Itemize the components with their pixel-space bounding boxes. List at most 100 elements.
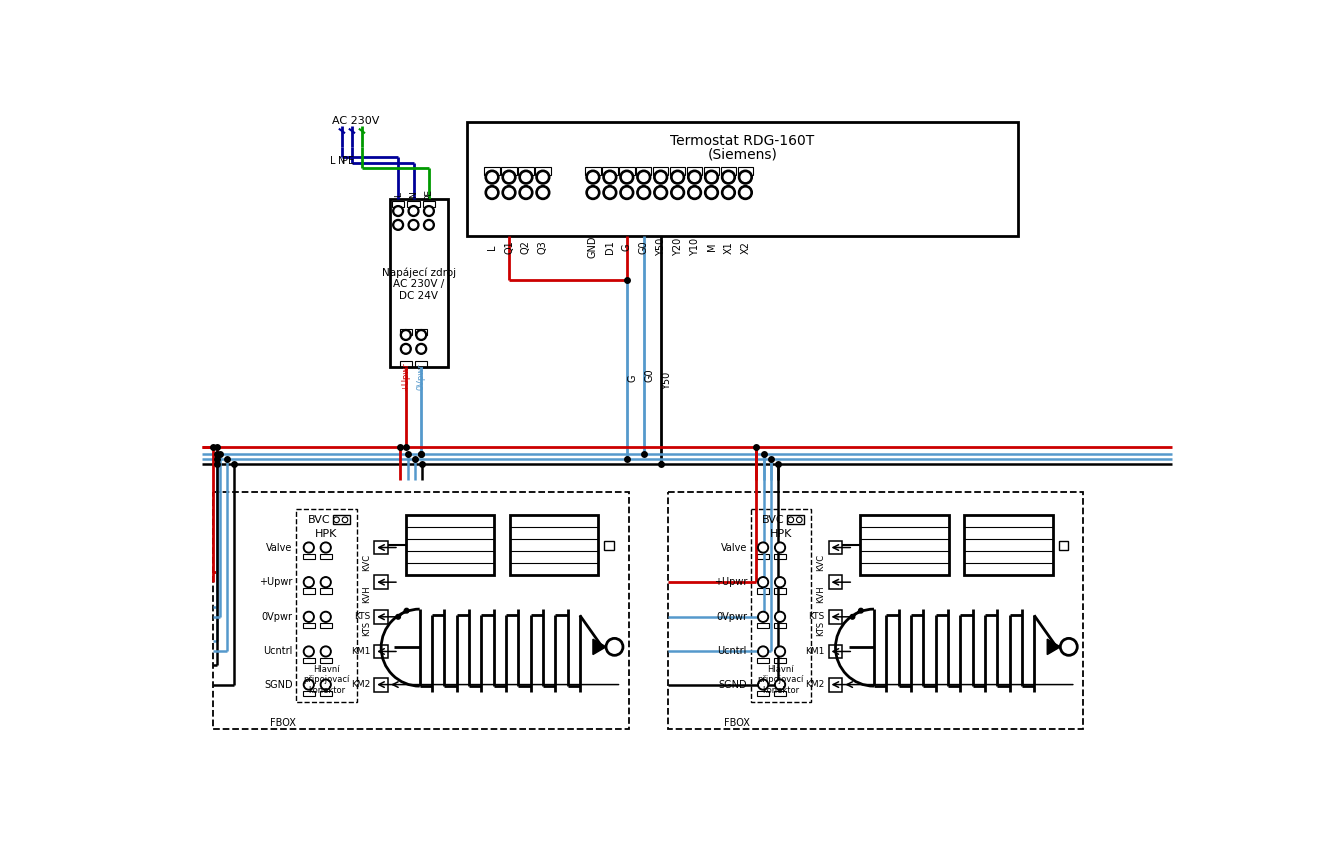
Bar: [392, 201, 404, 207]
Circle shape: [790, 518, 793, 521]
Text: Q1: Q1: [504, 241, 514, 254]
Text: KTS: KTS: [362, 621, 371, 636]
Circle shape: [303, 611, 314, 622]
Text: (Siemens): (Siemens): [708, 147, 778, 161]
Bar: [333, 516, 350, 525]
Text: N: N: [409, 192, 418, 198]
Text: L: L: [330, 156, 335, 166]
Circle shape: [797, 517, 802, 522]
Bar: [636, 167, 652, 175]
Bar: [416, 329, 428, 335]
Circle shape: [670, 186, 684, 199]
Bar: [406, 516, 495, 575]
Text: G: G: [628, 374, 638, 382]
Text: KTS: KTS: [809, 612, 825, 621]
Bar: [585, 167, 601, 175]
Circle shape: [850, 615, 854, 619]
Bar: [774, 623, 786, 628]
Bar: [319, 553, 333, 559]
Bar: [416, 361, 428, 368]
Circle shape: [322, 613, 329, 621]
Circle shape: [707, 188, 716, 197]
Text: 0Vpwr: 0Vpwr: [417, 363, 425, 390]
Bar: [408, 201, 420, 207]
Circle shape: [320, 611, 331, 622]
Circle shape: [759, 544, 767, 551]
Circle shape: [416, 330, 426, 341]
Circle shape: [775, 542, 786, 553]
Circle shape: [670, 170, 684, 184]
Circle shape: [539, 188, 547, 197]
Bar: [829, 644, 842, 659]
Bar: [213, 492, 629, 729]
Bar: [303, 553, 315, 559]
Text: Q2: Q2: [520, 241, 531, 254]
Bar: [303, 690, 315, 696]
Bar: [374, 541, 388, 554]
Circle shape: [320, 577, 331, 588]
Circle shape: [322, 544, 329, 551]
Circle shape: [396, 222, 401, 228]
Bar: [319, 623, 333, 628]
Circle shape: [320, 680, 331, 690]
Bar: [390, 199, 448, 368]
Text: Hlavní
připojovací
konektor: Hlavní připojovací konektor: [303, 665, 350, 695]
Bar: [374, 610, 388, 624]
Circle shape: [416, 343, 426, 354]
Circle shape: [303, 542, 314, 553]
Circle shape: [739, 186, 752, 199]
Circle shape: [622, 188, 632, 197]
Circle shape: [322, 681, 329, 688]
Bar: [756, 589, 770, 594]
Text: SGND: SGND: [264, 680, 292, 690]
Circle shape: [758, 542, 768, 553]
Circle shape: [408, 206, 418, 216]
Circle shape: [707, 173, 716, 182]
Circle shape: [759, 681, 767, 688]
Text: Q3: Q3: [538, 241, 548, 254]
Circle shape: [522, 188, 530, 197]
Circle shape: [303, 646, 314, 657]
Circle shape: [758, 577, 768, 588]
Circle shape: [742, 173, 750, 182]
Bar: [319, 658, 333, 663]
Bar: [400, 361, 412, 368]
Bar: [484, 167, 500, 175]
Bar: [468, 122, 1018, 235]
Circle shape: [688, 170, 701, 184]
Circle shape: [606, 188, 614, 197]
Circle shape: [408, 220, 418, 230]
Circle shape: [426, 208, 432, 214]
Circle shape: [688, 186, 701, 199]
Circle shape: [402, 346, 409, 352]
Circle shape: [343, 518, 346, 521]
Text: G: G: [622, 244, 632, 251]
Circle shape: [306, 681, 312, 688]
Circle shape: [721, 186, 735, 199]
Text: KVC: KVC: [362, 554, 371, 572]
Circle shape: [424, 220, 434, 230]
Circle shape: [798, 518, 801, 521]
Circle shape: [335, 518, 338, 521]
Text: X1: X1: [723, 241, 734, 254]
Circle shape: [759, 579, 767, 585]
Circle shape: [640, 188, 648, 197]
Text: +Upwr: +Upwr: [713, 577, 747, 587]
Circle shape: [504, 173, 514, 182]
Circle shape: [620, 170, 634, 184]
Text: KVC: KVC: [817, 554, 825, 572]
Circle shape: [759, 613, 767, 621]
Text: N: N: [338, 156, 346, 166]
Circle shape: [424, 206, 434, 216]
Bar: [964, 516, 1053, 575]
Circle shape: [724, 173, 732, 182]
Bar: [422, 201, 434, 207]
Text: Ucntrl: Ucntrl: [263, 647, 292, 657]
Text: L: L: [487, 245, 498, 250]
Circle shape: [519, 186, 532, 199]
Text: GND: GND: [587, 236, 598, 258]
Circle shape: [342, 517, 347, 522]
Bar: [303, 589, 315, 594]
Circle shape: [320, 542, 331, 553]
Bar: [319, 589, 333, 594]
